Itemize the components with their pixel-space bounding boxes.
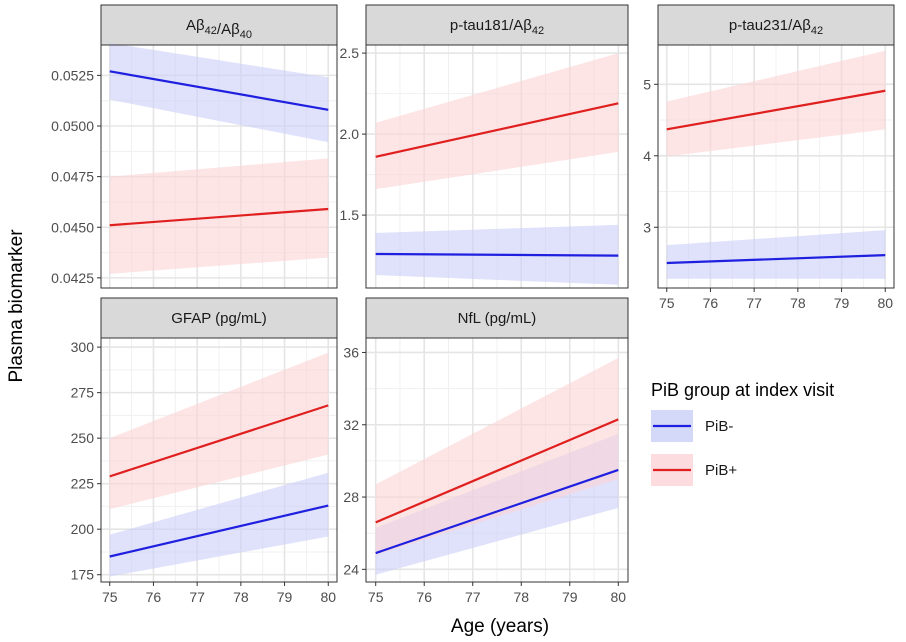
series-line-pib-plus [109,404,329,478]
y-tick-label: 175 [71,567,95,583]
series-line-pib-minus [109,70,329,111]
y-tick-label: 32 [343,417,359,433]
strip-label-a-42-a-40: Aβ42/Aβ40 [186,17,252,41]
legend-item-pib-plus: PiB+ [651,454,737,486]
x-tick-label: 80 [877,295,893,311]
y-tick-label: 1.5 [340,207,360,223]
ci-band-pib-plus [375,53,619,190]
strip-label-nfl-pg-ml: NfL (pg/mL) [458,310,537,327]
x-tick-label: 75 [659,295,675,311]
y-tick-label: 300 [71,339,95,355]
strip-p-tau231-a-42 [657,4,895,46]
y-tick-label: 0.0450 [51,219,94,235]
series-line-pib-plus [375,102,619,158]
legend-title: PiB group at index visit [651,380,834,400]
x-tick-label: 76 [416,589,432,605]
y-tick-label: 225 [71,476,95,492]
ci-band-pib-plus [375,357,619,555]
chart-panels: Aβ42/Aβ40 0.0425 0.0450 0.0475 0.0500 0.0525 p… [51,4,895,605]
panel-border [657,44,895,289]
ci-band-pib-minus [109,42,329,143]
strip-label-p-tau181-a-42: p-tau181/Aβ42 [450,17,544,37]
strip-label-gfap-pg-ml: GFAP (pg/mL) [171,310,267,327]
y-tick-label: 24 [343,561,359,577]
legend-item-pib-minus: PiB- [651,410,733,442]
x-axis-title: Age (years) [451,616,549,637]
x-tick-label: 75 [368,589,384,605]
panel-gfap-pg-ml: GFAP (pg/mL) 175 200 225 250 275 300 75 76 77 78 79… [71,297,338,605]
y-tick-label: 0.0500 [51,118,94,134]
x-tick-label: 79 [834,295,850,311]
ci-band-pib-plus [109,352,329,510]
x-tick-label: 78 [513,589,529,605]
panel-border [365,337,629,583]
y-tick-label: 28 [343,489,359,505]
panel-p-tau231-a-42: p-tau231/Aβ42 3 4 5 75 76 77 78 79 80 [643,4,895,311]
x-tick-label: 78 [233,589,249,605]
ci-band-pib-minus [109,472,329,577]
y-axis-title: Plasma biomarker [6,229,27,383]
panel-nfl-pg-ml: NfL (pg/mL) 24 28 32 36 75 76 77 78 79 80 [343,297,629,605]
x-tick-label: 79 [277,589,293,605]
ci-band-pib-plus [666,50,886,157]
panel-p-tau181-a-42: p-tau181/Aβ42 1.5 2.0 2.5 [340,4,629,289]
panel-border [365,44,629,289]
x-tick-label: 77 [746,295,762,311]
ci-band-pib-minus [666,230,886,279]
series-line-pib-plus [666,89,886,131]
panel-border [100,337,338,583]
y-tick-label: 0.0475 [51,169,94,185]
y-tick-label: 5 [643,76,651,92]
legend-label: PiB- [705,418,733,435]
legend-items: PiB- PiB+ [651,410,737,486]
series-line-pib-plus [375,418,619,524]
y-tick-label: 2.0 [340,126,360,142]
panel-border [100,44,338,289]
legend-label: PiB+ [705,462,737,479]
y-tick-label: 200 [71,521,95,537]
y-tick-label: 4 [643,148,651,164]
y-tick-label: 36 [343,344,359,360]
x-tick-label: 76 [703,295,719,311]
series-line-pib-minus [375,252,619,257]
panel-a-42-a-40: Aβ42/Aβ40 0.0425 0.0450 0.0475 0.0500 0.0525 [51,4,338,289]
strip-label-p-tau231-a-42: p-tau231/Aβ42 [729,17,823,37]
series-line-pib-plus [109,207,329,227]
series-line-pib-minus [666,254,886,265]
x-tick-label: 77 [465,589,481,605]
x-tick-label: 80 [611,589,627,605]
strip-a-42-a-40 [100,4,338,46]
x-tick-label: 80 [320,589,336,605]
series-line-pib-minus [109,504,329,558]
x-tick-label: 75 [102,589,118,605]
y-tick-label: 0.0425 [51,270,94,286]
y-tick-label: 250 [71,430,95,446]
y-tick-label: 0.0525 [51,67,94,83]
x-tick-label: 77 [189,589,205,605]
y-tick-label: 3 [643,219,651,235]
strip-gfap-pg-ml [100,297,338,339]
x-tick-label: 79 [562,589,578,605]
strip-p-tau181-a-42 [365,4,629,46]
y-tick-label: 2.5 [340,45,360,61]
x-tick-label: 78 [790,295,806,311]
x-tick-label: 76 [146,589,162,605]
legend: PiB group at index visit PiB- PiB+ [651,380,834,486]
y-tick-label: 275 [71,385,95,401]
series-line-pib-minus [375,468,619,555]
